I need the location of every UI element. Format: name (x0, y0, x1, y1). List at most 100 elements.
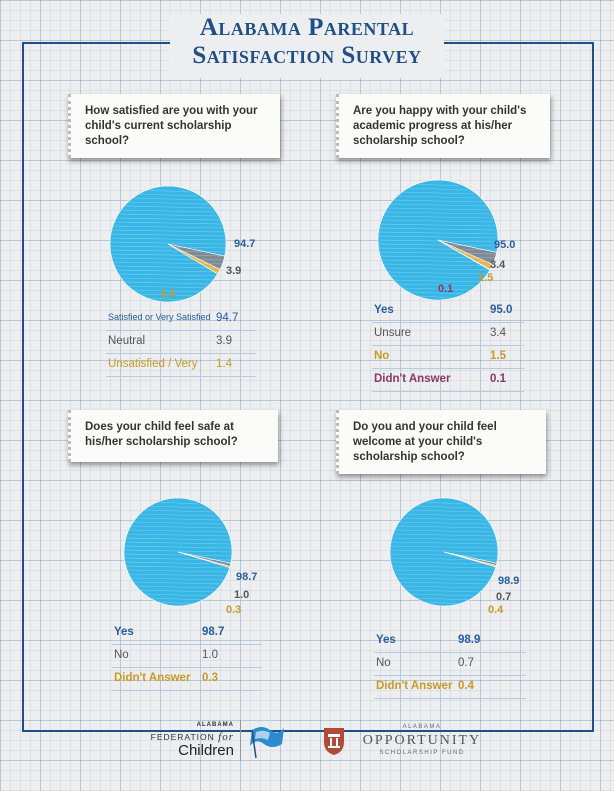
pie-texture-line (415, 505, 473, 509)
pie-texture-line (377, 239, 499, 243)
pie-texture-line (139, 513, 217, 517)
aosf-opportunity-label: OPPORTUNITY (362, 733, 482, 748)
legend-value: 3.9 (216, 335, 232, 347)
pie-texture-line (124, 545, 232, 549)
pie-chart-academic-progress: 95.0 3.41.5 0.1 (377, 179, 515, 301)
pie-texture-line (396, 577, 492, 581)
opportunity-scholarship-fund-logo: ALABAMA OPPORTUNITY SCHOLARSHIP FUND (322, 722, 492, 764)
legend-value: 0.1 (490, 373, 506, 385)
pie-texture-line (114, 265, 222, 269)
pie-texture-line (396, 525, 492, 529)
legend-value: 1.4 (216, 358, 232, 370)
flag-icon (250, 727, 284, 759)
legend-row: Unsatisfied / Very 1.4 (106, 354, 256, 377)
pie-texture-line (130, 525, 226, 529)
affc-state-label: ALABAMA (196, 722, 234, 728)
pie-texture-line (379, 251, 497, 255)
pie-texture-line (380, 255, 496, 259)
pie-texture-line (157, 501, 199, 505)
affc-children-label: Children (178, 742, 234, 759)
pie-slice-3 (443, 551, 497, 568)
pie-texture-line (408, 291, 468, 295)
pie-texture-line (383, 263, 493, 267)
pie-texture-line (136, 517, 220, 521)
pie-texture-line (138, 193, 198, 197)
pie-texture-line (402, 585, 486, 589)
pie-texture-line (384, 211, 492, 215)
pie-texture-line (128, 529, 228, 533)
pie-texture-line (127, 569, 229, 573)
question-text-1: How satisfied are you with your child's … (85, 105, 258, 147)
pie-texture-line (405, 589, 483, 593)
pie-value-label-2: 1.0 (234, 589, 249, 601)
pie-texture-line (399, 581, 489, 585)
pie-texture-line (127, 533, 229, 537)
pie-texture-line (383, 215, 493, 219)
pie-texture-line (116, 217, 220, 221)
pie-value-label-3: 1.4 (160, 288, 176, 300)
legend-row: Didn't Answer 0.1 (372, 369, 524, 392)
pie-texture-line (423, 501, 465, 505)
pie-value-label-1: 98.7 (236, 571, 257, 583)
pie-value-label-2: 3.4 (490, 259, 506, 271)
pie-texture-line (390, 541, 498, 545)
pie-texture-line (124, 549, 232, 553)
legend-row: Didn't Answer 0.3 (112, 668, 262, 691)
question-card-2: Are you happy with your child's academic… (336, 94, 550, 158)
pie-texture-line (393, 279, 483, 283)
pie-texture-line (423, 601, 465, 605)
pie-texture-line (378, 243, 498, 247)
pie-value-label-1: 95.0 (494, 239, 515, 251)
pie-value-label-3: 0.3 (226, 604, 241, 616)
legend-row: Neutral 3.9 (106, 331, 256, 354)
title-line-2: Satisfaction Survey (192, 42, 422, 69)
pie-value-label-1: 94.7 (234, 238, 255, 250)
aosf-state-label: ALABAMA (402, 724, 442, 730)
pie-chart-welcome: 98.9 0.70.4 (389, 497, 519, 616)
legend-value: 1.0 (202, 649, 218, 661)
pie-texture-line (401, 191, 475, 195)
pie-texture-line (133, 521, 223, 525)
pie-texture-line (121, 277, 215, 281)
legend-value: 98.7 (202, 626, 225, 638)
pie-texture-line (415, 597, 473, 601)
pie-value-label-3: 1.5 (478, 272, 493, 284)
pie-texture-line (110, 253, 226, 257)
pie-value-label-1: 98.9 (498, 575, 519, 587)
pie-texture-line (157, 601, 199, 605)
question-text-3: Does your child feel safe at his/her sch… (85, 421, 238, 448)
pie-texture-line (110, 249, 226, 253)
pie-texture-line (379, 227, 497, 231)
pie-texture-line (399, 521, 489, 525)
legend-value: 94.7 (216, 312, 239, 324)
legend-value: 1.5 (490, 350, 506, 362)
legend-row: Yes 95.0 (372, 300, 524, 323)
pie-texture-line (121, 209, 215, 213)
legend-label: Yes (114, 626, 134, 638)
legend-label: Unsure (374, 327, 412, 339)
pie-texture-line (110, 245, 226, 249)
pie-texture-line (408, 187, 468, 191)
pie-texture-line (112, 225, 224, 229)
legend-value: 0.3 (202, 672, 218, 684)
pie-slice-3 (167, 243, 221, 275)
pie-texture-line (133, 581, 223, 585)
legend-row: Didn't Answer 0.4 (374, 676, 526, 699)
pie-value-label-4: 0.1 (438, 283, 453, 295)
pie-texture-line (381, 259, 495, 263)
legend-row: Yes 98.9 (374, 630, 526, 653)
pie-texture-line (124, 553, 232, 557)
pie-texture-line (391, 565, 497, 569)
pie-texture-line (394, 573, 494, 577)
legend-label: No (114, 649, 129, 661)
question-text-2: Are you happy with your child's academic… (353, 105, 527, 147)
pie-texture-line (384, 267, 492, 271)
pie-value-label-3: 0.4 (488, 604, 504, 616)
pie-slice-3 (177, 551, 231, 568)
pie-texture-line (410, 509, 478, 513)
pie-texture-line (146, 189, 190, 193)
legend-label: Didn't Answer (376, 680, 453, 692)
pie-texture-line (410, 593, 478, 597)
pie-texture-line (390, 545, 498, 549)
legend-label: Yes (376, 634, 396, 646)
